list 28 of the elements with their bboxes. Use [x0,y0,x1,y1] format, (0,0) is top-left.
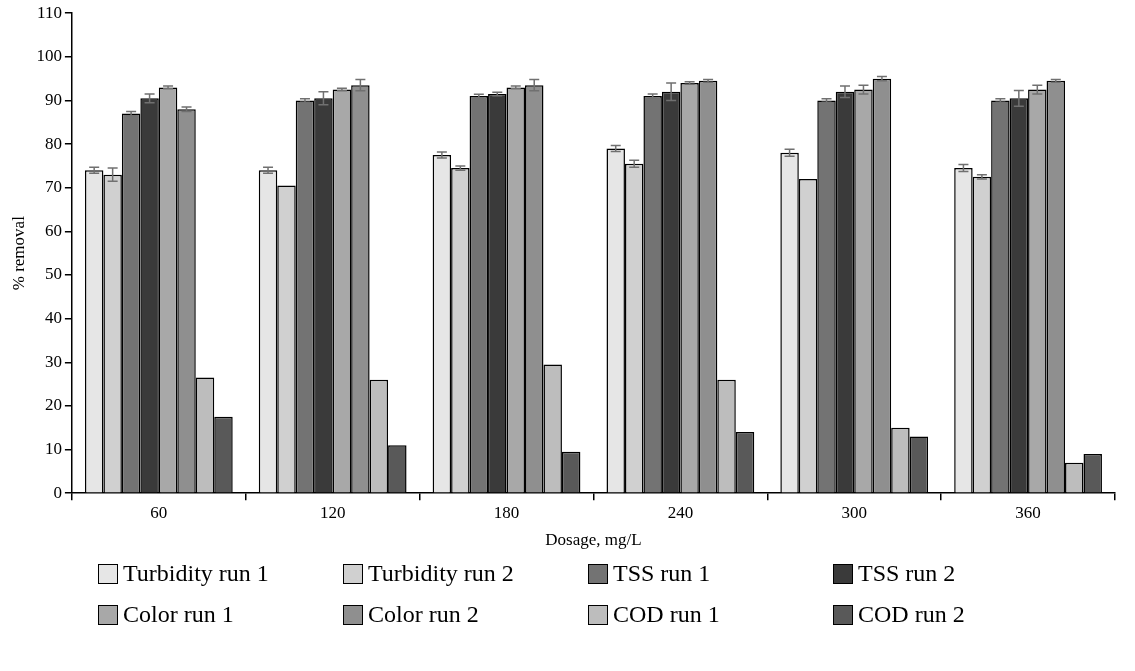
legend-label: Turbidity run 2 [368,560,514,587]
legend-label: COD run 1 [613,601,720,628]
x-axis-title: Dosage, mg/L [545,530,642,550]
legend-label: TSS run 1 [613,560,711,587]
y-tick-label: 100 [36,46,62,66]
y-tick-label: 70 [44,177,62,197]
y-tick-label: 0 [53,482,62,502]
y-tick-label: 90 [44,89,62,109]
y-axis-title: % removal [8,215,28,291]
x-tick-label: 240 [667,502,694,522]
y-tick-label: 40 [44,308,62,328]
x-tick-label: 360 [1015,502,1041,522]
y-tick-label: 110 [37,2,62,22]
legend-label: Color run 2 [368,601,479,628]
x-tick-label: 300 [841,502,867,522]
y-tick-label: 20 [44,395,62,415]
x-tick-label: 180 [493,502,520,522]
legend-label: COD run 2 [858,601,965,628]
legend-label: Color run 1 [123,601,234,628]
legend-label: TSS run 2 [858,560,956,587]
y-tick-label: 50 [44,264,62,284]
y-tick-label: 30 [44,351,62,371]
y-tick-label: 60 [44,220,62,240]
y-tick-label: 80 [44,133,62,153]
legend-label: Turbidity run 1 [123,560,269,587]
x-tick-label: 60 [150,502,168,522]
y-tick-label: 10 [44,439,62,459]
x-tick-label: 120 [319,502,346,522]
